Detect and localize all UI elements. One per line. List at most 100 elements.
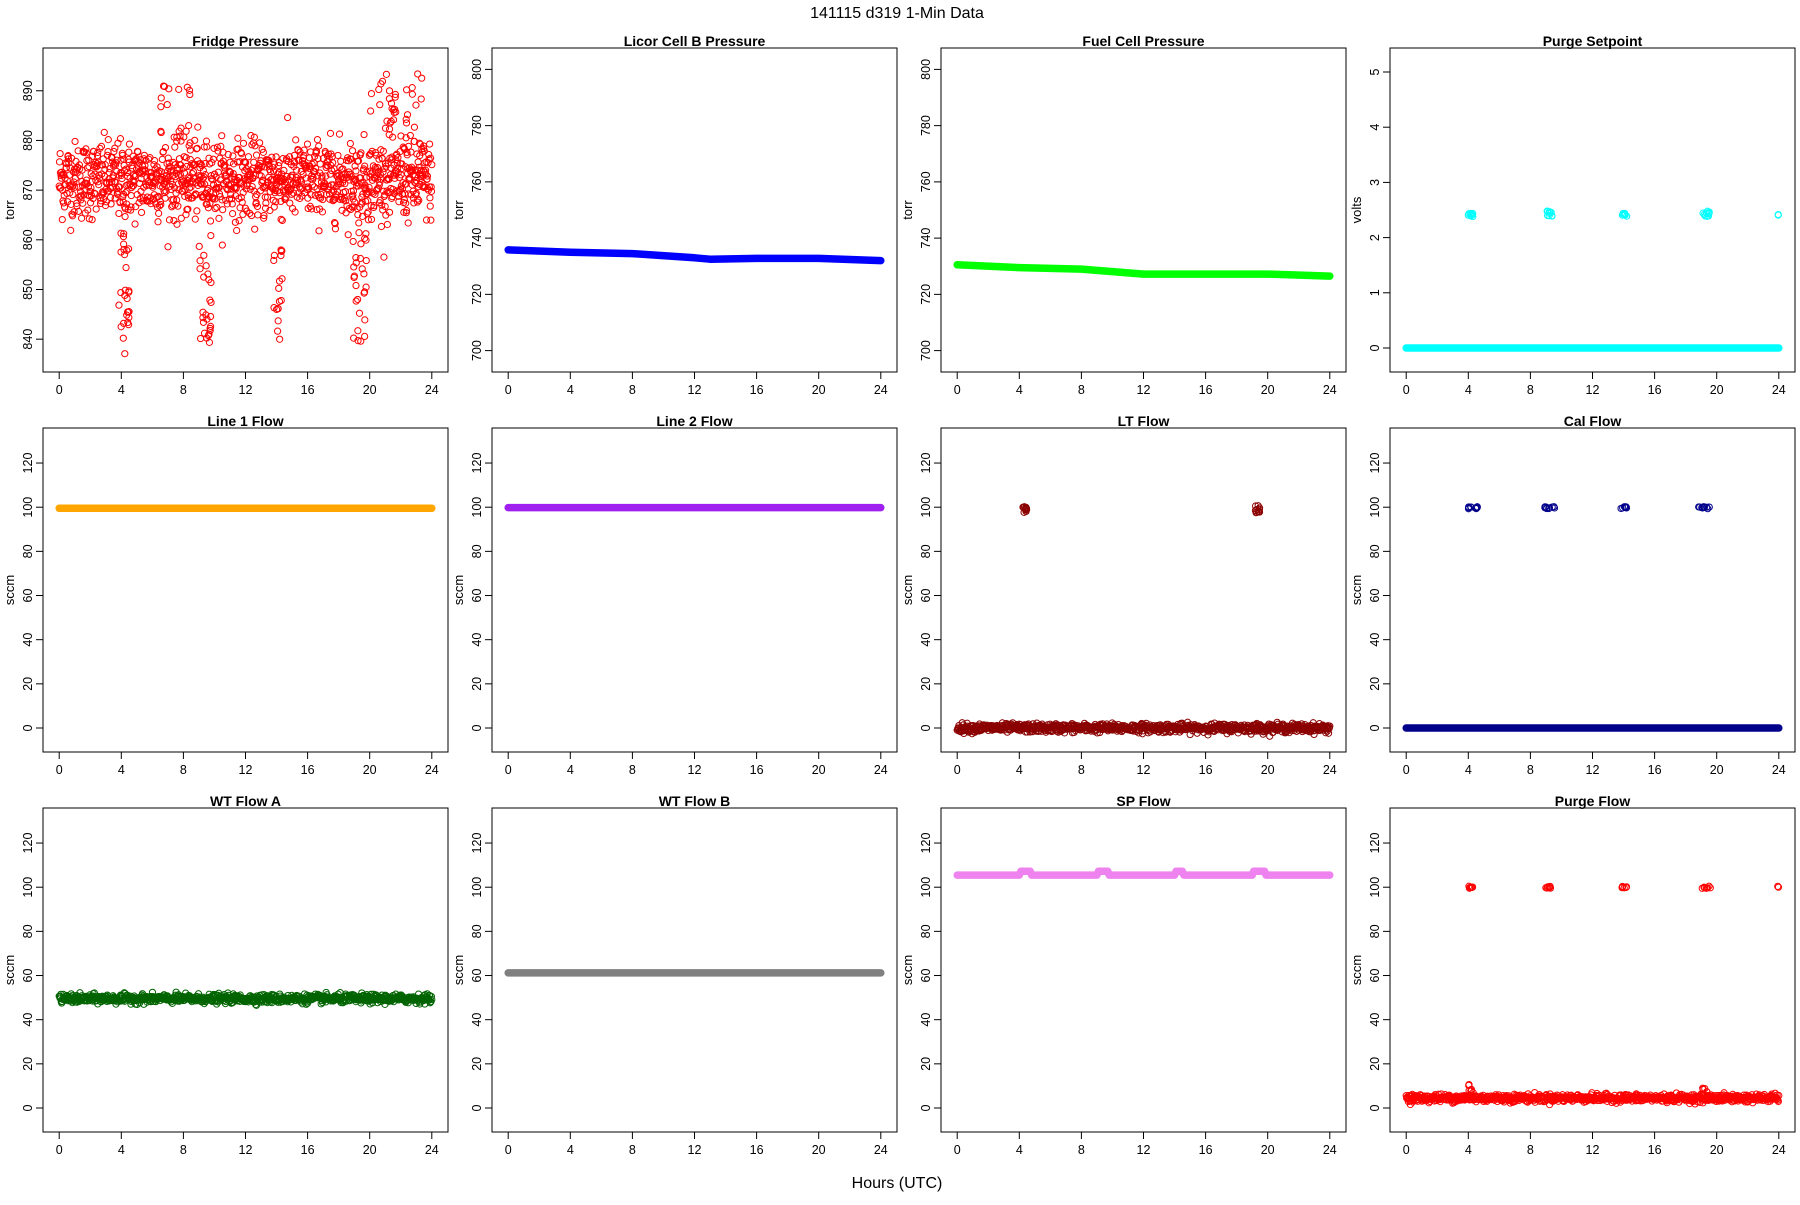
x-tick-label: 20 bbox=[812, 1143, 826, 1157]
data-point bbox=[376, 170, 385, 179]
data-point bbox=[143, 193, 152, 201]
data-point bbox=[73, 202, 81, 210]
data-point bbox=[280, 166, 288, 175]
data-point bbox=[365, 188, 373, 196]
data-point bbox=[288, 204, 297, 213]
data-point bbox=[82, 149, 90, 157]
data-point bbox=[307, 205, 316, 213]
data-point bbox=[218, 241, 226, 249]
y-tick-label: 20 bbox=[21, 677, 35, 691]
data-point bbox=[200, 251, 208, 259]
data-point bbox=[297, 178, 306, 186]
x-tick-label: 0 bbox=[505, 383, 512, 397]
data-point bbox=[188, 170, 196, 178]
data-point bbox=[165, 164, 173, 172]
x-tick-label: 24 bbox=[874, 1143, 888, 1157]
data-point bbox=[244, 153, 253, 161]
data-point bbox=[291, 208, 299, 216]
x-tick-label: 8 bbox=[1527, 1143, 1534, 1157]
data-point bbox=[123, 187, 131, 195]
data-point bbox=[116, 135, 125, 143]
data-point bbox=[118, 151, 127, 159]
y-tick-label: 60 bbox=[21, 969, 35, 983]
data-point bbox=[213, 1000, 221, 1008]
data-point bbox=[169, 196, 178, 204]
data-point bbox=[204, 270, 212, 278]
y-tick-label: 40 bbox=[21, 1013, 35, 1027]
data-point bbox=[256, 139, 264, 147]
panel-title: WT Flow B bbox=[659, 793, 731, 809]
data-point bbox=[352, 254, 360, 262]
data-point bbox=[261, 204, 270, 212]
data-point bbox=[1545, 209, 1553, 217]
data-point bbox=[1204, 731, 1212, 739]
x-tick-label: 0 bbox=[56, 763, 63, 777]
data-point bbox=[425, 150, 433, 159]
y-tick-label: 100 bbox=[21, 877, 35, 898]
data-point bbox=[177, 214, 185, 222]
x-tick-label: 4 bbox=[118, 1143, 125, 1157]
data-point bbox=[157, 200, 165, 209]
data-point bbox=[133, 157, 141, 165]
x-tick-label: 24 bbox=[425, 1143, 439, 1157]
data-point bbox=[385, 95, 393, 103]
data-point bbox=[1702, 884, 1710, 892]
y-tick-label: 40 bbox=[470, 1013, 484, 1027]
data-point bbox=[149, 179, 157, 187]
x-tick-label: 12 bbox=[239, 383, 253, 397]
x-tick-label: 12 bbox=[239, 1143, 253, 1157]
data-point bbox=[1774, 883, 1783, 891]
data-point bbox=[173, 133, 181, 141]
data-point bbox=[156, 197, 165, 206]
data-point bbox=[69, 190, 77, 199]
data-point bbox=[397, 132, 405, 140]
data-point bbox=[274, 178, 282, 186]
y-tick-label: 870 bbox=[21, 180, 35, 201]
x-tick-label: 16 bbox=[301, 763, 315, 777]
data-point bbox=[415, 196, 423, 205]
x-tick-label: 20 bbox=[1710, 383, 1724, 397]
data-point bbox=[119, 232, 128, 241]
data-point bbox=[166, 182, 174, 190]
data-point bbox=[207, 322, 215, 330]
data-point bbox=[213, 143, 221, 151]
x-tick-label: 4 bbox=[567, 763, 574, 777]
data-point bbox=[211, 204, 219, 213]
y-tick-label: 80 bbox=[21, 544, 35, 558]
data-point bbox=[361, 316, 369, 324]
data-point bbox=[354, 327, 362, 335]
data-point bbox=[189, 168, 198, 176]
x-tick-label: 8 bbox=[1527, 383, 1534, 397]
data-point bbox=[322, 172, 330, 180]
data-point bbox=[250, 133, 258, 141]
panel-title: SP Flow bbox=[1116, 793, 1170, 809]
data-point bbox=[157, 94, 165, 102]
data-point bbox=[360, 130, 368, 139]
data-point bbox=[352, 259, 360, 267]
data-point bbox=[311, 191, 319, 199]
panel-title: Licor Cell B Pressure bbox=[624, 33, 766, 49]
data-point bbox=[115, 301, 123, 309]
x-tick-label: 12 bbox=[1586, 1143, 1600, 1157]
data-point bbox=[315, 142, 323, 150]
y-tick-label: 80 bbox=[919, 544, 933, 558]
data-point bbox=[128, 164, 137, 172]
data-point bbox=[120, 251, 129, 259]
data-point bbox=[100, 128, 108, 136]
x-tick-label: 16 bbox=[750, 763, 764, 777]
data-point bbox=[274, 161, 283, 170]
data-point bbox=[259, 148, 267, 156]
data-point bbox=[113, 167, 121, 175]
y-tick-label: 0 bbox=[1368, 1104, 1382, 1111]
data-point bbox=[367, 107, 375, 115]
x-tick-label: 8 bbox=[1078, 383, 1085, 397]
data-point bbox=[380, 253, 388, 261]
y-axis-label: sccm bbox=[1349, 955, 1364, 985]
x-tick-label: 12 bbox=[688, 763, 702, 777]
data-point bbox=[1326, 722, 1334, 730]
data-point bbox=[270, 160, 279, 168]
data-point bbox=[238, 198, 246, 206]
data-point bbox=[326, 170, 334, 178]
data-point bbox=[288, 190, 296, 198]
plot-frame bbox=[1389, 427, 1796, 753]
